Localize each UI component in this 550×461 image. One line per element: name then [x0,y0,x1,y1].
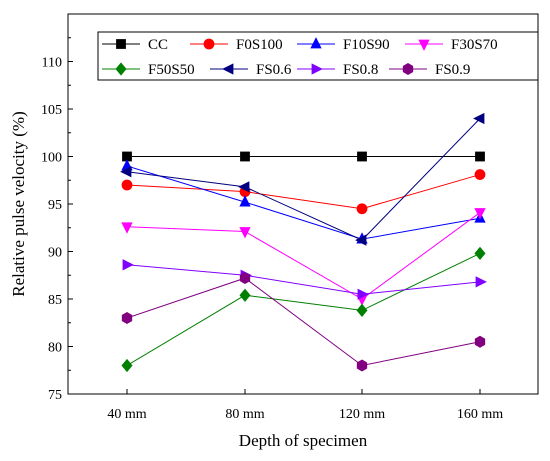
legend-label: F0S100 [236,37,283,53]
legend-item: F0S100 [190,37,283,53]
series-layer [120,112,487,373]
legend-label: F30S70 [451,37,498,53]
legend-item: CC [102,37,168,53]
series-cc [122,151,485,162]
data-point [356,203,368,215]
x-tick-label: 40 mm [107,407,146,422]
series-f0s100 [121,169,486,215]
data-point [239,227,251,239]
legend-marker [222,63,234,75]
series-line [126,252,481,366]
data-point [357,151,367,162]
y-tick-label: 90 [48,246,62,261]
legend-item: F50S50 [102,62,195,78]
legend-marker [116,39,126,49]
series-line [126,165,481,240]
series-fs0-9 [121,272,486,372]
y-tick-label: 85 [48,293,62,308]
data-point [121,179,133,191]
y-tick-label: 100 [41,151,62,166]
series-line [126,277,481,367]
legend-label: F50S50 [148,62,195,78]
data-point [239,288,251,302]
data-point [474,246,486,261]
legend-item: FS0.6 [210,62,292,78]
data-point [474,169,486,180]
y-tick-label: 105 [41,103,62,118]
legend-label: CC [148,37,168,53]
y-tick-label: 75 [48,388,62,403]
data-point [474,208,486,220]
legend-marker [311,63,323,75]
x-axis-title: Depth of specimen [239,431,368,450]
data-point [121,358,133,373]
y-tick-label: 110 [42,56,62,71]
data-point [120,166,132,178]
data-point [356,303,368,318]
data-point [475,276,487,288]
data-point [474,335,486,348]
series-line [126,118,481,241]
series-line [126,212,481,300]
legend-item: F10S90 [297,37,390,53]
legend: CC F0S100 F10S90 F30S70 F50S50 FS0.6 FS0.8 FS0.… [97,31,539,81]
legend-label: FS0.9 [435,62,470,78]
data-point [357,288,369,300]
legend-marker [115,62,127,76]
legend-marker [310,37,322,49]
y-axis-title: Relative pulse velocity (%) [9,111,28,297]
legend-item: FS0.8 [297,62,378,78]
series-line [126,174,481,210]
legend-marker [402,63,414,75]
series-line [126,264,481,295]
x-tick-label: 120 mm [339,407,385,422]
y-axis: 75 80 85 90 95 100 105 110 [41,37,73,403]
legend-item: F30S70 [405,37,498,53]
data-point [355,234,367,246]
legend-marker [203,38,215,50]
y-tick-label: 80 [48,341,62,356]
data-point [239,195,251,207]
data-point [475,151,485,162]
x-tick-label: 160 mm [457,407,503,422]
data-point [238,181,250,193]
x-tick-label: 80 mm [225,407,264,422]
data-point [356,359,368,372]
series-f50s50 [121,246,486,373]
legend-marker [418,39,430,51]
legend-box [97,31,539,81]
data-point [121,222,133,234]
data-point [239,272,251,285]
series-f10s90 [121,159,486,244]
data-point [121,312,133,324]
series-fs0-6 [120,112,485,246]
data-point [473,112,485,125]
legend-label: FS0.6 [256,62,292,78]
y-tick-label: 95 [48,198,62,213]
data-point [240,151,250,162]
data-point [122,259,134,271]
x-axis: 40 mm 80 mm 120 mm 160 mm [107,389,503,422]
legend-item: FS0.9 [389,62,470,78]
legend-label: F10S90 [343,37,390,53]
legend-label: FS0.8 [343,62,378,78]
series-f30s70 [121,208,486,306]
